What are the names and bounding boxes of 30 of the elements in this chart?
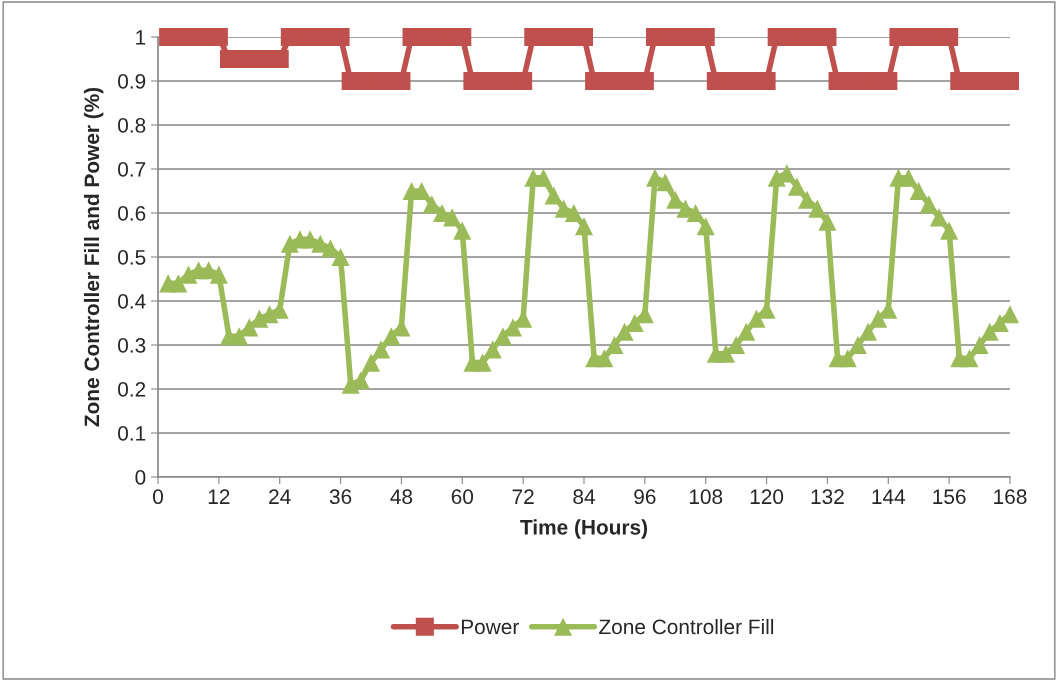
y-tick-label: 0.3 [118,338,146,353]
x-tick-label: 168 [994,489,1027,505]
y-axis-title: Zone Controller Fill and Power (%) [83,87,104,427]
x-tick-label: 120 [750,489,784,505]
y-tick-label: 0.7 [118,162,146,177]
y-tick-label: 0.1 [118,426,146,441]
x-tick-label: 72 [512,489,534,504]
y-tick-label: 0.9 [118,74,146,89]
x-axis-title: Time (Hours) [520,519,648,539]
x-tick-label: 12 [208,489,230,504]
x-tick-label: 60 [451,489,474,505]
y-tick-label: 0.4 [118,294,146,309]
y-tick-label: 1 [136,30,146,45]
x-tick-label: 144 [872,489,906,504]
x-tick-label: 96 [634,489,656,505]
x-tick-label: 108 [689,489,723,505]
x-tick-label: 84 [573,489,595,505]
legend-label: Power [461,619,519,635]
y-tick-label: 0 [135,470,146,485]
x-tick-label: 24 [269,489,291,504]
y-tick-label: 0.5 [118,250,146,265]
x-tick-label: 36 [329,489,352,505]
x-tick-label: 156 [933,489,966,505]
x-tick-label: 132 [811,489,844,505]
y-tick-label: 0.8 [118,118,146,133]
legend-label: Zone Controller Fill [599,618,774,635]
y-tick-label: 0.2 [118,382,146,397]
x-tick-label: 48 [390,489,413,505]
y-tick-label: 0.6 [118,206,146,221]
x-tick-label: 0 [153,489,163,505]
